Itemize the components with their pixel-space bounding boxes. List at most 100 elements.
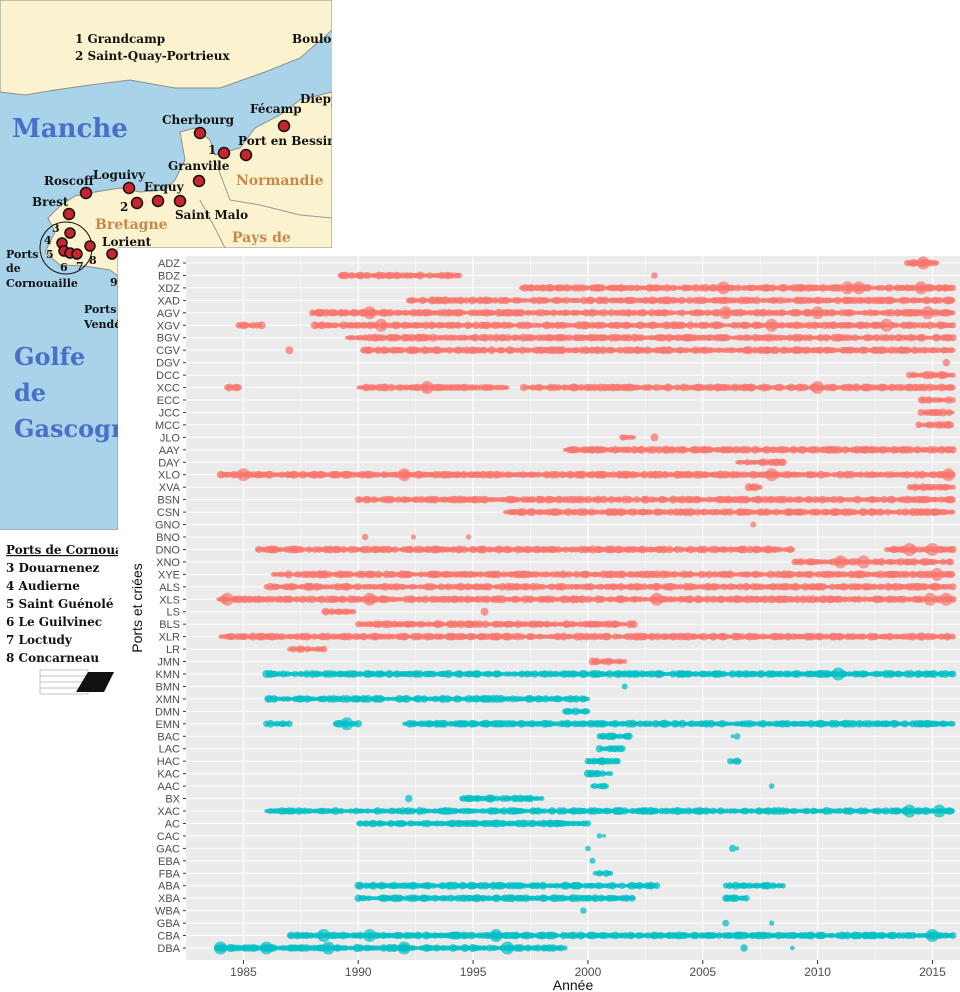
data-point — [257, 321, 266, 330]
data-point — [650, 433, 659, 442]
data-point-large — [880, 318, 893, 332]
map-port-marker — [122, 181, 136, 195]
map-region-bretagne: Bretagne — [95, 217, 168, 233]
map-legend-item: 7 Loctudy — [6, 633, 73, 647]
data-point-large — [716, 281, 730, 295]
data-point-large — [852, 281, 866, 295]
map-city-cherbourg: Cherbourg — [162, 113, 235, 127]
map-port-marker — [193, 126, 207, 140]
map-city-fecamp: Fécamp — [250, 102, 302, 116]
map-golfe-2: de — [14, 378, 46, 407]
map-port-marker — [130, 196, 144, 210]
map-ports-vend-2: Vendé — [83, 318, 121, 331]
data-point — [631, 435, 637, 440]
map-num-9: 9 — [110, 276, 118, 289]
data-point-large — [719, 306, 733, 320]
data-point-large — [857, 555, 870, 569]
map-city-loguivy: Loguivy — [93, 168, 146, 182]
data-point — [947, 421, 955, 429]
map-ports-corn-3: Cornouaille — [6, 277, 78, 290]
data-point-large — [811, 381, 825, 394]
map-ports-vend-1: Ports — [84, 303, 116, 316]
map-port-marker — [71, 248, 83, 260]
data-point — [951, 572, 956, 577]
map-sea-manche: Manche — [12, 114, 128, 144]
data-point-large — [834, 555, 848, 569]
data-point — [651, 272, 658, 279]
data-point-large — [930, 567, 944, 581]
data-point-large — [236, 468, 250, 482]
map-land-england — [0, 0, 332, 96]
map-legend-item: 3 Douarnenez — [6, 561, 99, 575]
map-city-dieppe: Diepp — [300, 92, 332, 106]
map-port-marker — [192, 174, 206, 188]
map-port-marker — [84, 240, 96, 252]
map-num-6: 6 — [60, 261, 68, 274]
data-point — [950, 385, 956, 390]
data-point — [934, 260, 940, 266]
x-gridlines — [242, 256, 934, 960]
map-city-port-bessin: Port en Bessin — [238, 134, 332, 148]
data-point — [285, 346, 294, 355]
map-ports-corn-2: de — [6, 262, 21, 275]
data-point — [950, 509, 956, 515]
data-point-large — [925, 543, 939, 556]
map-region-border — [199, 199, 226, 249]
map-port-marker — [106, 248, 118, 260]
map-city-lorient: Lorient — [102, 235, 152, 249]
data-point-large — [765, 318, 779, 332]
map-city-saint-malo: Saint Malo — [175, 208, 248, 222]
map-legend-bg — [0, 530, 118, 704]
plot-panel — [186, 256, 960, 960]
map-num-3: 3 — [52, 222, 60, 235]
data-point — [950, 322, 957, 329]
chart-panel: ADZBDZXDZXADAGVXGVBGVCGVDGVDCCXCCECCJCCM… — [118, 248, 960, 992]
data-point — [456, 272, 463, 279]
map-port-marker — [217, 146, 231, 160]
map-ports-corn-1: Ports — [6, 248, 38, 261]
data-point — [950, 347, 956, 353]
data-point-large — [420, 381, 434, 394]
data-point — [949, 446, 957, 454]
map-city-roscoff: Roscoff — [44, 174, 95, 188]
data-point — [780, 284, 789, 292]
data-point-large — [914, 281, 928, 295]
map-num-4: 4 — [44, 234, 52, 247]
map-scale-bar — [39, 669, 114, 695]
data-point — [950, 397, 956, 403]
map-region-pays: Pays de — [232, 230, 291, 246]
data-point — [750, 521, 757, 528]
data-point-large — [811, 306, 825, 320]
data-point-large — [363, 306, 377, 320]
map-golfe-1: Golfe — [14, 342, 85, 371]
map-port-marker — [79, 186, 93, 200]
data-points — [213, 256, 957, 955]
map-port-marker — [62, 207, 76, 221]
data-point — [789, 546, 795, 553]
data-point — [950, 496, 956, 503]
data-point — [942, 358, 950, 367]
data-point — [950, 310, 956, 316]
map-panel: 1 Grandcamp 2 Saint-Quay-Portrieux Boulo… — [0, 0, 332, 704]
map-city-granville: Granville — [168, 159, 230, 173]
map-list-1: 1 Grandcamp — [75, 32, 165, 46]
map-golfe-3: Gascogr — [14, 414, 124, 443]
map-list-2: 2 Saint-Quay-Portrieux — [75, 49, 230, 63]
map-city-boulogne: Boulog — [292, 32, 332, 46]
data-point — [950, 298, 956, 303]
map-num-2: 2 — [120, 200, 128, 214]
data-point — [949, 545, 957, 554]
data-point — [947, 558, 955, 566]
data-point — [757, 484, 763, 490]
data-point-large — [903, 543, 916, 556]
data-point — [361, 533, 369, 541]
data-point — [235, 384, 242, 391]
map-port-marker — [64, 227, 76, 239]
map-city-erquy: Erquy — [144, 180, 185, 194]
map-port-marker — [151, 194, 165, 208]
map-region-normandie: Normandie — [236, 173, 324, 189]
data-point — [949, 583, 957, 591]
data-point-large — [374, 318, 388, 332]
data-point-large — [841, 281, 854, 295]
data-point — [950, 372, 956, 378]
